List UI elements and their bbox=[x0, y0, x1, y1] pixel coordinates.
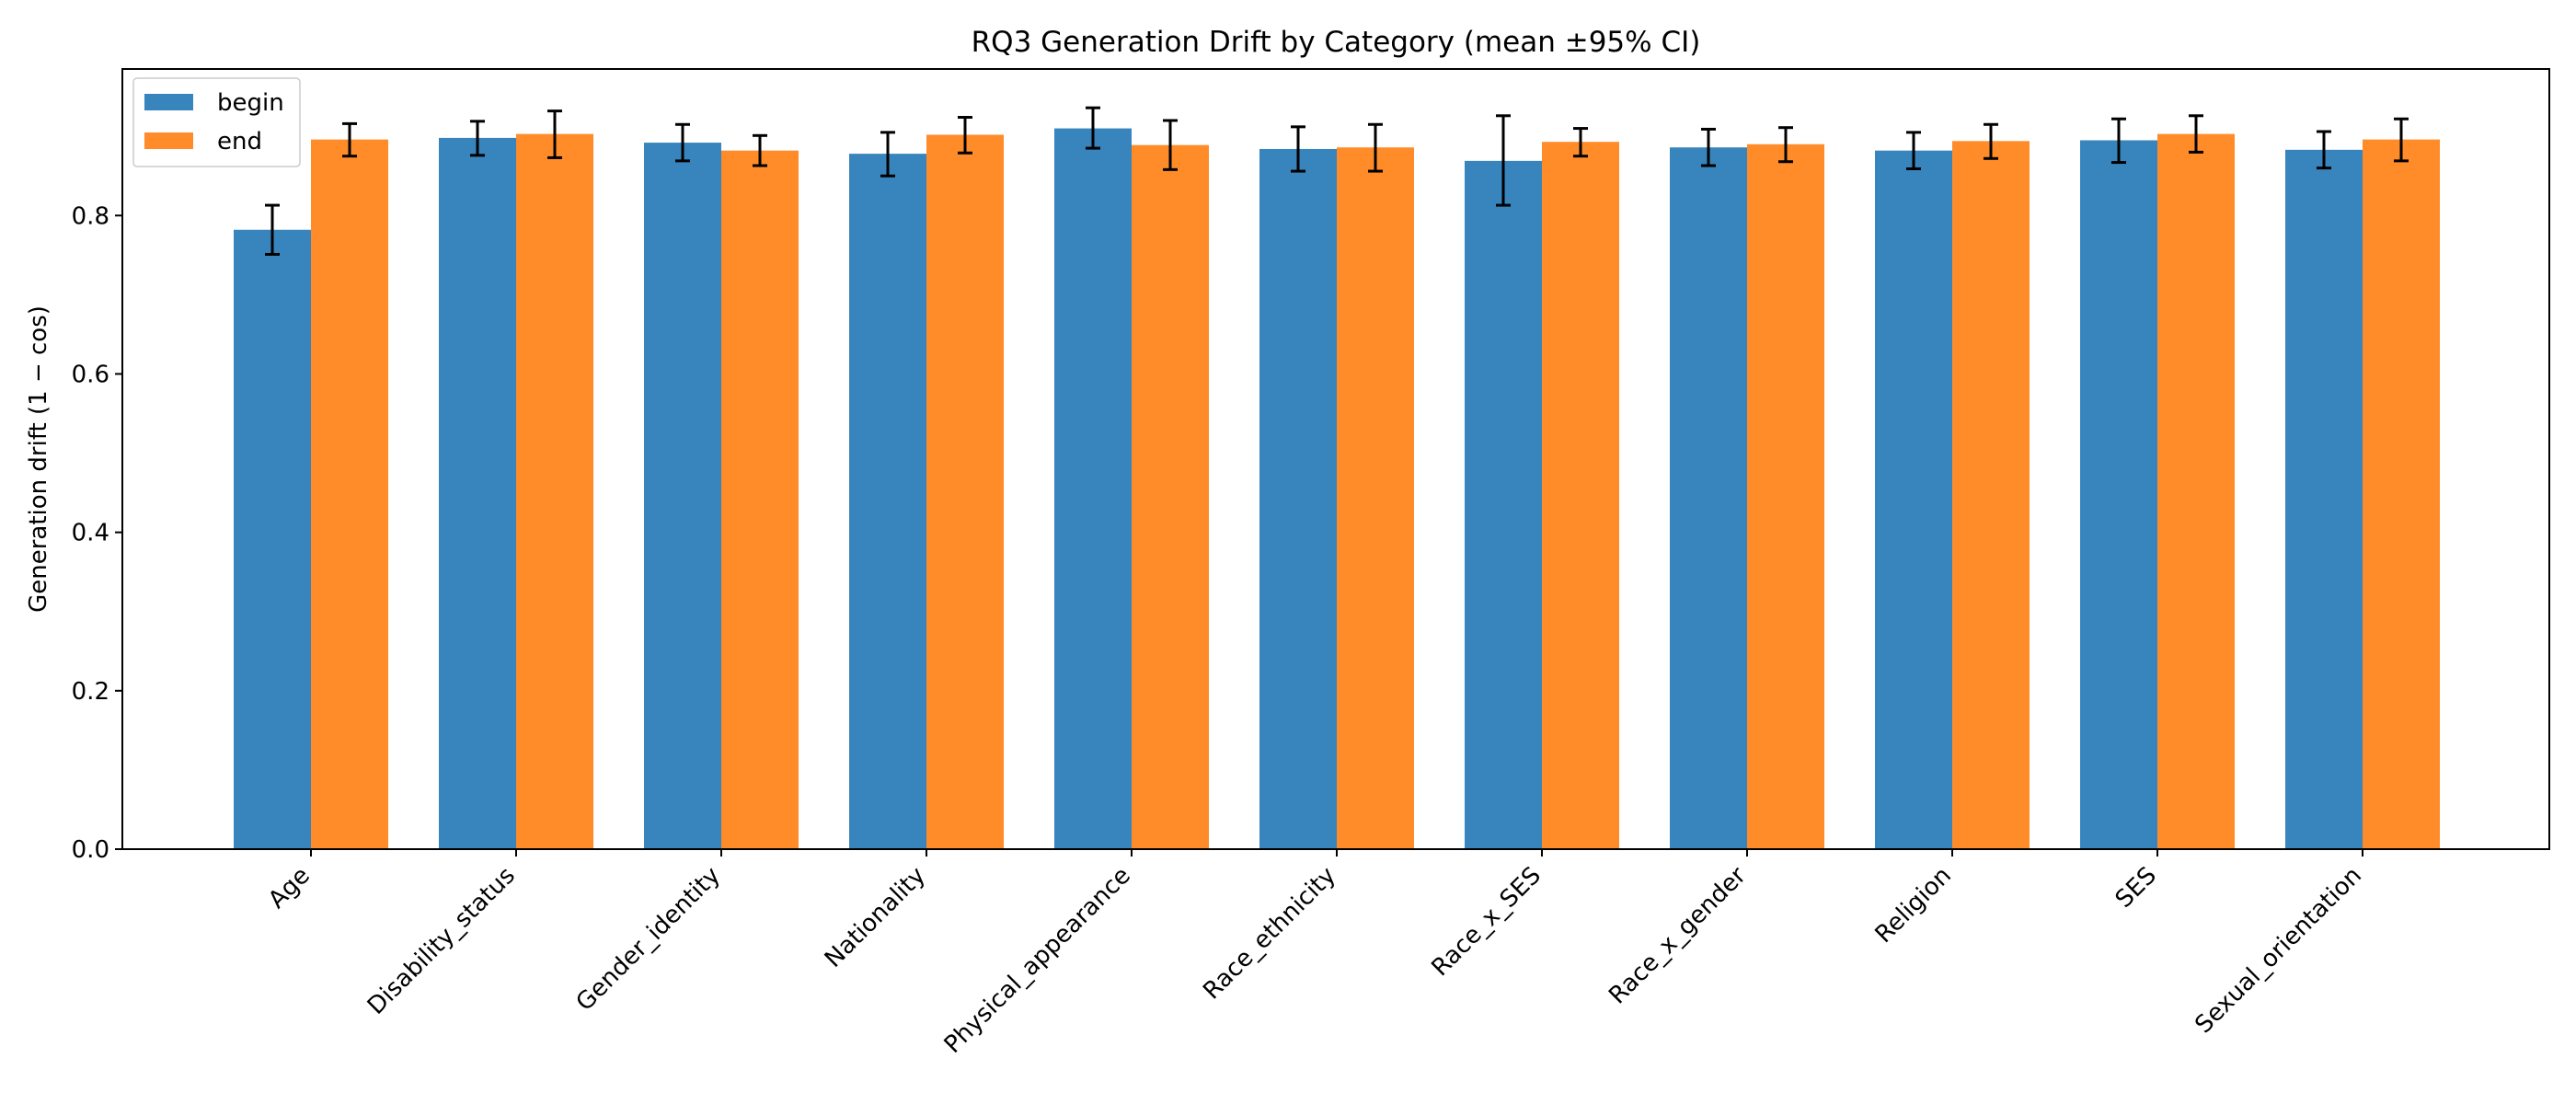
error-bar-end-race-x-ses bbox=[1573, 127, 1588, 158]
bar-begin-race-x-ses bbox=[1465, 160, 1542, 850]
x-tick-label-religion: Religion bbox=[1870, 862, 1957, 949]
bar-end-gender-identity bbox=[721, 150, 799, 849]
chart-title: RQ3 Generation Drift by Category (mean ±… bbox=[972, 26, 1701, 59]
error-bar-end-religion bbox=[1984, 122, 1998, 160]
error-bar-end-race-ethnicity bbox=[1368, 122, 1383, 173]
error-bar-end-disability-status bbox=[547, 109, 562, 159]
error-bar-end-age bbox=[342, 121, 357, 158]
error-bar-end-gender-identity bbox=[753, 133, 767, 167]
error-bar-begin-nationality bbox=[880, 131, 895, 178]
x-tick-label-age: Age bbox=[263, 862, 316, 914]
x-tick-label-ses: SES bbox=[2110, 862, 2162, 914]
bars-layer bbox=[234, 128, 2440, 850]
bar-end-race-x-ses bbox=[1542, 142, 1619, 850]
error-bar-end-ses bbox=[2189, 114, 2203, 154]
bar-end-physical-appearance bbox=[1132, 144, 1209, 850]
bar-begin-disability-status bbox=[439, 137, 516, 850]
bar-end-race-x-gender bbox=[1747, 144, 1824, 849]
error-bar-begin-age bbox=[265, 203, 280, 256]
error-bar-begin-disability-status bbox=[470, 120, 485, 157]
bar-end-religion bbox=[1952, 141, 2030, 849]
error-bar-end-nationality bbox=[958, 116, 972, 155]
x-tick-label-nationality: Nationality bbox=[820, 862, 931, 973]
x-axis-ticks: Age Disability_status Gender_identity Natio… bbox=[263, 849, 2367, 1059]
error-bar-begin-gender-identity bbox=[675, 122, 690, 163]
x-tick-label-gender-identity: Gender_identity bbox=[571, 862, 726, 1017]
error-bar-begin-ses bbox=[2111, 117, 2126, 165]
bar-begin-religion bbox=[1875, 150, 1952, 849]
y-tick-label: 0.0 bbox=[72, 836, 109, 864]
x-tick-label-sexual-orientation: Sexual_orientation bbox=[2190, 862, 2367, 1040]
error-bar-begin-sexual-orientation bbox=[2317, 130, 2331, 170]
error-bar-end-physical-appearance bbox=[1163, 119, 1178, 171]
bar-begin-sexual-orientation bbox=[2285, 149, 2363, 849]
bar-end-age bbox=[311, 139, 388, 849]
bar-end-race-ethnicity bbox=[1337, 147, 1414, 849]
y-tick-label: 0.2 bbox=[72, 678, 109, 706]
legend-label-end: end bbox=[217, 128, 262, 155]
x-tick-label-race-x-ses: Race_x_SES bbox=[1426, 862, 1546, 982]
y-axis-ticks: 0.0 0.2 0.4 0.6 0.8 bbox=[72, 202, 122, 864]
error-bar-end-sexual-orientation bbox=[2394, 117, 2409, 163]
y-tick-label: 0.6 bbox=[72, 361, 109, 388]
bar-end-ses bbox=[2157, 133, 2235, 850]
bar-end-disability-status bbox=[516, 133, 593, 850]
bar-end-nationality bbox=[926, 134, 1004, 850]
x-tick-label-race-ethnicity: Race_ethnicity bbox=[1198, 862, 1341, 1006]
bar-begin-age bbox=[234, 229, 311, 849]
error-bars-layer bbox=[265, 106, 2409, 256]
error-bar-begin-race-ethnicity bbox=[1291, 125, 1305, 173]
error-bar-begin-religion bbox=[1906, 131, 1921, 170]
error-bar-end-race-x-gender bbox=[1778, 126, 1793, 164]
legend: begin end bbox=[132, 77, 301, 167]
x-tick-label-disability-status: Disability_status bbox=[362, 862, 521, 1020]
bar-begin-race-x-gender bbox=[1670, 147, 1747, 849]
y-tick-label: 0.8 bbox=[72, 202, 109, 230]
bar-begin-nationality bbox=[849, 154, 926, 849]
bar-begin-ses bbox=[2080, 140, 2157, 849]
legend-label-begin: begin bbox=[217, 89, 284, 117]
bar-begin-race-ethnicity bbox=[1259, 148, 1337, 850]
y-axis-label: Generation drift (1 − cos) bbox=[25, 305, 52, 613]
bar-end-sexual-orientation bbox=[2363, 139, 2440, 849]
x-tick-label-race-x-gender: Race_x_gender bbox=[1604, 862, 1752, 1010]
bar-begin-physical-appearance bbox=[1054, 128, 1132, 849]
x-tick-label-physical-appearance: Physical_appearance bbox=[939, 862, 1136, 1059]
legend-swatch-end bbox=[144, 132, 193, 149]
bar-begin-gender-identity bbox=[644, 143, 721, 850]
error-bar-begin-physical-appearance bbox=[1086, 106, 1100, 150]
error-bar-begin-race-x-gender bbox=[1701, 127, 1716, 167]
legend-swatch-begin bbox=[144, 94, 193, 110]
error-bar-begin-race-x-ses bbox=[1496, 114, 1511, 207]
y-tick-label: 0.4 bbox=[72, 520, 109, 547]
